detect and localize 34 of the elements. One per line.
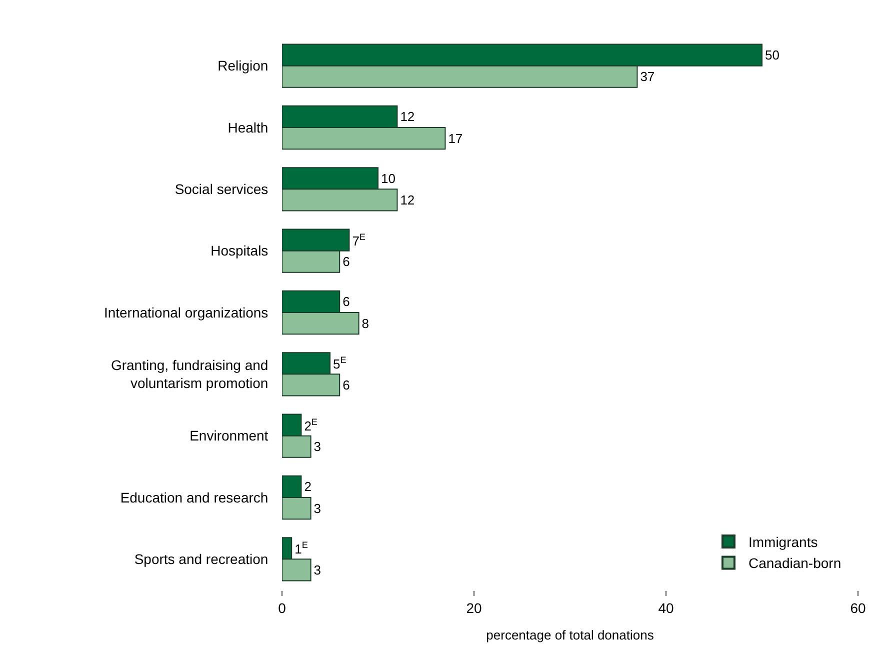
x-axis-title: percentage of total donations — [486, 627, 654, 642]
data-label: 5$^{E}$ — [333, 355, 346, 372]
x-tick-label: 20 — [466, 600, 482, 616]
y-tick-label: Hospitals — [210, 242, 268, 259]
legend-label: Canadian-born — [748, 555, 842, 572]
x-tick-label: 0 — [278, 600, 286, 616]
data-label: 6 — [342, 254, 350, 270]
x-tick-label: 40 — [658, 600, 674, 616]
data-label: 1$^{E}$ — [294, 540, 308, 557]
y-tick-label: Education and research — [120, 489, 268, 506]
data-label: 17 — [448, 130, 463, 146]
y-tick-label: Health — [228, 119, 268, 136]
data-label: 2$^{E}$ — [304, 416, 318, 434]
legend-label: Immigrants — [748, 534, 818, 550]
y-tick-label: International organizations — [104, 304, 268, 320]
data-label: 3 — [314, 562, 322, 578]
y-tick-label: Religion — [218, 58, 268, 74]
data-label: 10 — [381, 170, 396, 186]
y-tick-label: Sports and recreation — [134, 551, 268, 568]
data-label: 7$^{E}$ — [352, 232, 366, 248]
data-label: 12 — [400, 192, 415, 208]
data-label: 2 — [304, 479, 312, 494]
data-label: 12 — [400, 109, 415, 124]
data-label: 3 — [314, 500, 322, 516]
y-tick-label: Granting, fundraising and voluntarism promotion — [110, 356, 268, 392]
data-label: 6 — [342, 294, 350, 310]
data-label: 8 — [362, 316, 370, 331]
y-tick-label: Environment — [190, 428, 268, 444]
data-label: 50 — [765, 48, 780, 63]
data-label: 37 — [640, 69, 655, 84]
data-label: 6 — [342, 377, 350, 392]
x-tick-label: 60 — [850, 600, 866, 616]
y-tick-label: Social services — [174, 181, 268, 198]
data-label: 3 — [314, 439, 322, 454]
